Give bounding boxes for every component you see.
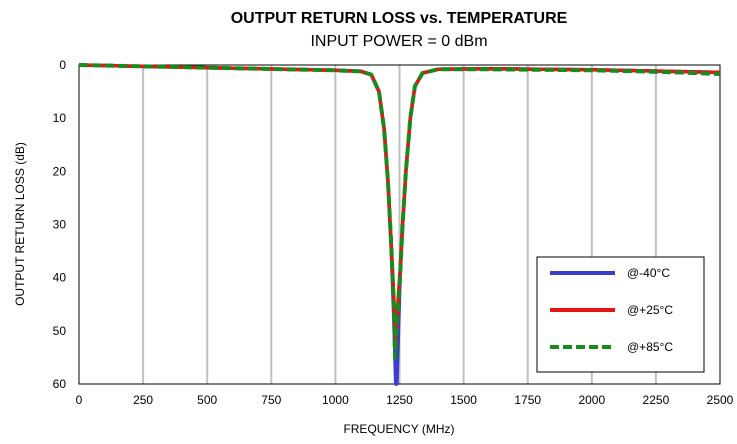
series-line xyxy=(78,63,721,360)
plot-area xyxy=(78,64,721,385)
x-tick-label: 750 xyxy=(261,393,281,407)
chart-title: OUTPUT RETURN LOSS vs. TEMPERATURE xyxy=(231,10,568,27)
x-tick-label: 1000 xyxy=(322,393,349,407)
legend-box xyxy=(536,256,705,373)
series-layer xyxy=(78,63,721,386)
x-tick-label: 1250 xyxy=(386,393,413,407)
legend-label: @+25°C xyxy=(627,303,673,317)
x-tick-label: 500 xyxy=(197,393,217,407)
x-axis-label: FREQUENCY (MHz) xyxy=(343,422,454,436)
x-tick-label: 2500 xyxy=(707,393,734,407)
y-tick-label: 0 xyxy=(59,58,66,72)
y-tick-label: 60 xyxy=(53,377,67,391)
x-tick-label: 250 xyxy=(133,393,153,407)
chart-subtitle: INPUT POWER = 0 dBm xyxy=(310,33,487,50)
tick-labels: 0 250 500 750 1000 1250 1500 1750 2000 2250 2500 0 1… xyxy=(53,58,734,407)
x-tick-label: 2000 xyxy=(578,393,605,407)
y-tick-label: 10 xyxy=(53,111,67,125)
y-tick-label: 30 xyxy=(53,218,67,232)
x-tick-label: 2250 xyxy=(643,393,670,407)
grid xyxy=(142,65,657,384)
legend: @-40°C @+25°C @+85°C xyxy=(536,256,705,373)
y-tick-label: 20 xyxy=(53,164,67,178)
x-tick-label: 1750 xyxy=(514,393,541,407)
y-tick-label: 50 xyxy=(53,324,67,338)
x-tick-label: 0 xyxy=(76,393,83,407)
x-tick-label: 1500 xyxy=(450,393,477,407)
legend-label: @+85°C xyxy=(627,340,673,354)
legend-label: @-40°C xyxy=(627,266,670,280)
y-axis-label: OUTPUT RETURN LOSS (dB) xyxy=(13,142,27,306)
y-tick-label: 40 xyxy=(53,271,67,285)
